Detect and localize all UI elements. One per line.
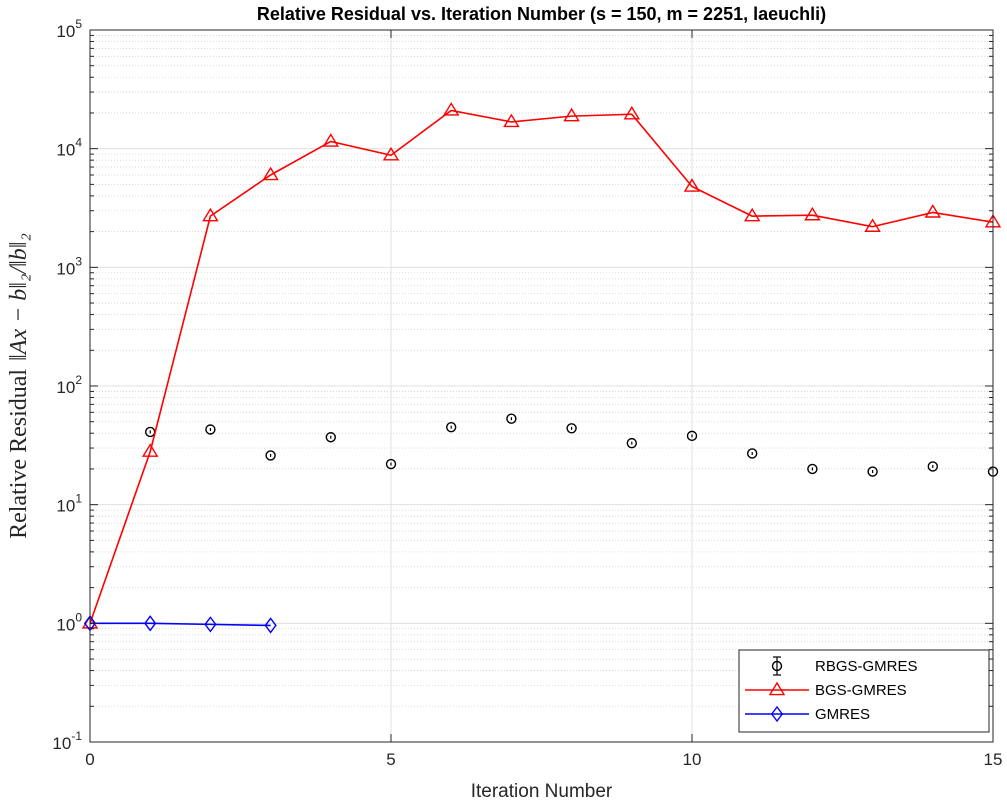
y-tick-base: 10 <box>56 259 75 278</box>
y-tick-label: 100 <box>56 610 82 634</box>
y-tick-label: 102 <box>56 373 82 397</box>
y-tick-base: 10 <box>56 497 75 516</box>
point-rbgs-gmres <box>807 463 818 475</box>
point-bgs-gmres <box>804 206 821 221</box>
x-tick-label: 0 <box>85 750 94 769</box>
point-gmres <box>204 616 217 633</box>
y-axis-label-text: Relative Residual <box>6 369 32 539</box>
point-rbgs-gmres <box>506 413 517 424</box>
y-tick-exponent: 1 <box>75 492 82 506</box>
legend-label-gmres: GMRES <box>815 706 870 723</box>
y-tick-exponent: -1 <box>71 729 82 743</box>
y-tick-exponent: 3 <box>75 254 82 268</box>
point-bgs-gmres <box>924 204 942 218</box>
y-tick-label: 105 <box>56 17 82 41</box>
point-rbgs-gmres <box>446 421 457 433</box>
point-bgs-gmres <box>141 443 159 457</box>
y-axis-label: Relative Residual ‖Ax − b‖₂/‖b‖₂ <box>6 233 32 539</box>
y-tick-exponent: 2 <box>75 373 82 387</box>
y-tick-base: 10 <box>56 22 75 41</box>
y-tick-exponent: 5 <box>75 17 82 31</box>
y-tick-label: 10-1 <box>52 729 82 753</box>
legend-marker-gmres <box>770 705 784 723</box>
point-rbgs-gmres <box>867 466 878 477</box>
x-tick-label: 15 <box>984 750 1003 769</box>
y-tick-base: 10 <box>56 141 75 160</box>
x-axis-label: Iteration Number <box>471 781 613 801</box>
y-axis-label-math: ‖Ax − b‖₂/‖b‖₂ <box>6 233 32 361</box>
chart-title: Relative Residual vs. Iteration Number (… <box>257 4 826 24</box>
legend: RBGS-GMRES BGS-GMRES GMRES <box>738 649 990 733</box>
y-tick-exponent: 4 <box>75 136 82 150</box>
x-tick-label: 5 <box>386 750 395 769</box>
point-rbgs-gmres <box>205 424 216 435</box>
point-bgs-gmres <box>743 207 761 222</box>
point-rbgs-gmres <box>927 461 938 472</box>
y-tick-base: 10 <box>52 734 71 753</box>
point-rbgs-gmres <box>626 437 637 449</box>
point-rbgs-gmres <box>325 432 336 443</box>
y-tick-label: 103 <box>56 254 82 278</box>
series-line-gmres <box>90 622 271 627</box>
series-line-bgs-gmres <box>89 109 994 624</box>
point-rbgs-gmres <box>747 448 758 459</box>
y-tick-label: 104 <box>56 136 82 160</box>
point-bgs-gmres <box>442 102 460 116</box>
point-rbgs-gmres <box>385 458 397 470</box>
point-bgs-gmres <box>683 178 701 192</box>
series-bgs-gmres <box>81 102 1002 629</box>
point-bgs-gmres <box>623 105 641 120</box>
point-gmres <box>264 617 277 634</box>
minor-grid <box>90 35 993 707</box>
point-rbgs-gmres <box>265 450 276 461</box>
y-tick-label: 101 <box>56 492 82 516</box>
legend-label-bgs-gmres: BGS-GMRES <box>815 682 907 699</box>
legend-marker-rbgs-gmres <box>771 660 783 672</box>
legend-marker-bgs-gmres <box>768 681 786 696</box>
y-tick-base: 10 <box>56 378 75 397</box>
point-rbgs-gmres <box>566 423 577 434</box>
point-bgs-gmres <box>382 146 400 161</box>
point-bgs-gmres <box>322 133 340 147</box>
point-bgs-gmres <box>563 107 580 122</box>
x-tick-label: 10 <box>683 750 702 769</box>
point-bgs-gmres <box>503 113 520 128</box>
point-rbgs-gmres <box>686 430 698 442</box>
legend-label-rbgs-gmres: RBGS-GMRES <box>815 658 918 675</box>
point-bgs-gmres <box>202 207 219 222</box>
point-bgs-gmres <box>864 218 881 232</box>
y-tick-exponent: 0 <box>75 610 82 624</box>
point-bgs-gmres <box>262 166 279 181</box>
point-gmres <box>144 615 157 632</box>
y-tick-base: 10 <box>56 615 75 634</box>
